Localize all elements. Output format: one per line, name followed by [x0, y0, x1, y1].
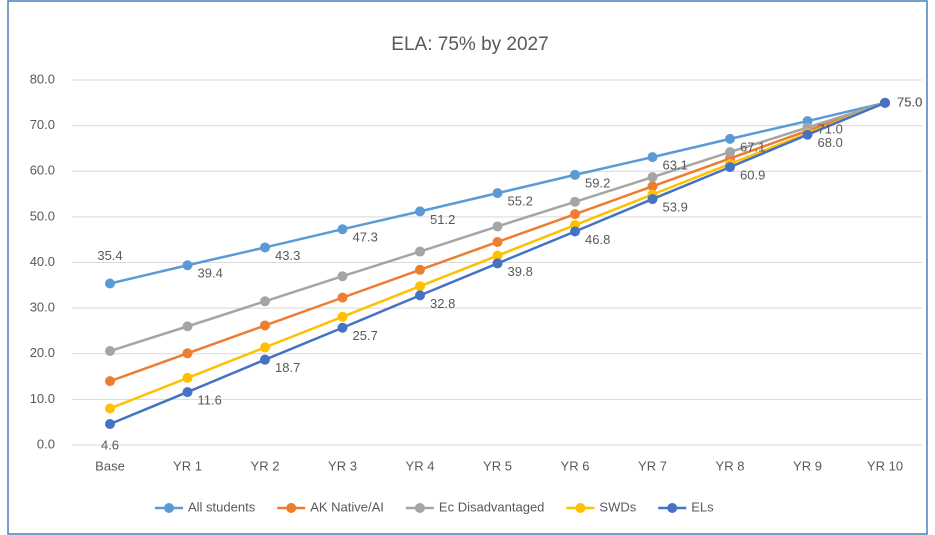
y-tick-label: 40.0 — [30, 254, 55, 269]
data-point — [492, 258, 503, 269]
legend-label: All students — [188, 499, 256, 514]
data-label: 71.0 — [818, 122, 843, 137]
data-point — [260, 342, 270, 353]
x-tick-label: YR 2 — [251, 458, 280, 473]
y-tick-label: 60.0 — [30, 163, 55, 178]
data-label: 46.8 — [585, 232, 610, 247]
data-label: 4.6 — [101, 437, 119, 452]
data-point — [105, 278, 115, 289]
legend-marker — [414, 503, 425, 513]
data-point — [105, 403, 115, 414]
legend-marker — [575, 503, 586, 513]
x-tick-label: YR 7 — [638, 458, 667, 473]
data-point — [415, 206, 425, 217]
data-point — [105, 346, 115, 357]
data-point — [260, 296, 270, 307]
data-label: 51.2 — [430, 212, 455, 227]
data-point — [492, 188, 503, 199]
data-point — [570, 169, 580, 180]
data-label: 35.4 — [97, 248, 122, 263]
data-label: 60.9 — [740, 168, 765, 183]
data-point — [725, 133, 735, 144]
data-point — [647, 194, 658, 205]
data-label: 25.7 — [353, 328, 378, 343]
data-point — [647, 152, 658, 163]
data-point — [337, 271, 348, 282]
data-point — [337, 224, 348, 235]
legend-label: Ec Disadvantaged — [439, 499, 545, 514]
data-point — [415, 264, 425, 275]
x-tick-label: YR 10 — [867, 458, 903, 473]
y-tick-label: 0.0 — [37, 436, 55, 451]
data-label: 55.2 — [508, 194, 533, 209]
data-point — [570, 209, 580, 220]
data-label: 39.4 — [198, 266, 223, 281]
data-label: 11.6 — [198, 393, 222, 408]
data-point — [182, 321, 193, 332]
data-label: 32.8 — [430, 296, 455, 311]
y-tick-label: 80.0 — [30, 71, 55, 86]
legend-marker — [667, 503, 678, 513]
data-point — [802, 129, 813, 140]
data-point — [647, 181, 658, 192]
y-tick-label: 70.0 — [30, 117, 55, 132]
y-tick-label: 20.0 — [30, 345, 55, 360]
data-point — [492, 250, 503, 261]
data-point — [105, 419, 115, 430]
legend-label: AK Native/AI — [310, 499, 384, 514]
y-tick-label: 30.0 — [30, 300, 55, 315]
data-point — [570, 226, 580, 237]
data-point — [725, 147, 735, 158]
x-tick-label: YR 3 — [328, 458, 357, 473]
data-point — [182, 387, 193, 398]
legend-label: ELs — [691, 499, 714, 514]
x-tick-label: YR 6 — [561, 458, 590, 473]
x-tick-label: YR 8 — [716, 458, 745, 473]
data-label: 75.0 — [897, 94, 922, 109]
x-tick-label: YR 9 — [793, 458, 822, 473]
data-label: 39.8 — [508, 264, 533, 279]
data-label: 53.9 — [663, 200, 688, 215]
x-tick-label: YR 5 — [483, 458, 512, 473]
data-point — [725, 162, 735, 173]
x-tick-label: Base — [95, 458, 125, 473]
data-label: 47.3 — [353, 230, 378, 245]
data-point — [182, 348, 193, 359]
legend-marker — [286, 503, 297, 513]
x-tick-label: YR 1 — [173, 458, 202, 473]
legend-label: SWDs — [599, 499, 636, 514]
data-point — [337, 311, 348, 322]
data-point — [570, 196, 580, 207]
data-point — [647, 172, 658, 183]
data-point — [415, 246, 425, 257]
x-tick-label: YR 4 — [406, 458, 435, 473]
data-point — [337, 322, 348, 333]
data-label: 67.1 — [740, 139, 765, 154]
data-point — [105, 376, 115, 387]
chart-title: ELA: 75% by 2027 — [391, 34, 548, 55]
data-label: 59.2 — [585, 175, 610, 190]
y-tick-label: 50.0 — [30, 208, 55, 223]
data-point — [182, 372, 193, 383]
data-label: 18.7 — [275, 360, 300, 375]
data-point — [492, 236, 503, 247]
data-point — [880, 97, 890, 108]
data-point — [492, 221, 503, 232]
data-point — [337, 292, 348, 303]
y-tick-label: 10.0 — [30, 391, 55, 406]
data-point — [260, 320, 270, 331]
data-point — [415, 281, 425, 292]
data-label: 63.1 — [663, 158, 688, 173]
data-point — [182, 260, 193, 271]
data-label: 75.0 — [897, 94, 922, 109]
legend-marker — [164, 503, 174, 513]
data-point — [260, 242, 270, 253]
data-point — [415, 290, 425, 301]
data-label: 43.3 — [275, 248, 300, 263]
data-point — [260, 354, 270, 365]
data-label: 68.0 — [818, 135, 843, 150]
